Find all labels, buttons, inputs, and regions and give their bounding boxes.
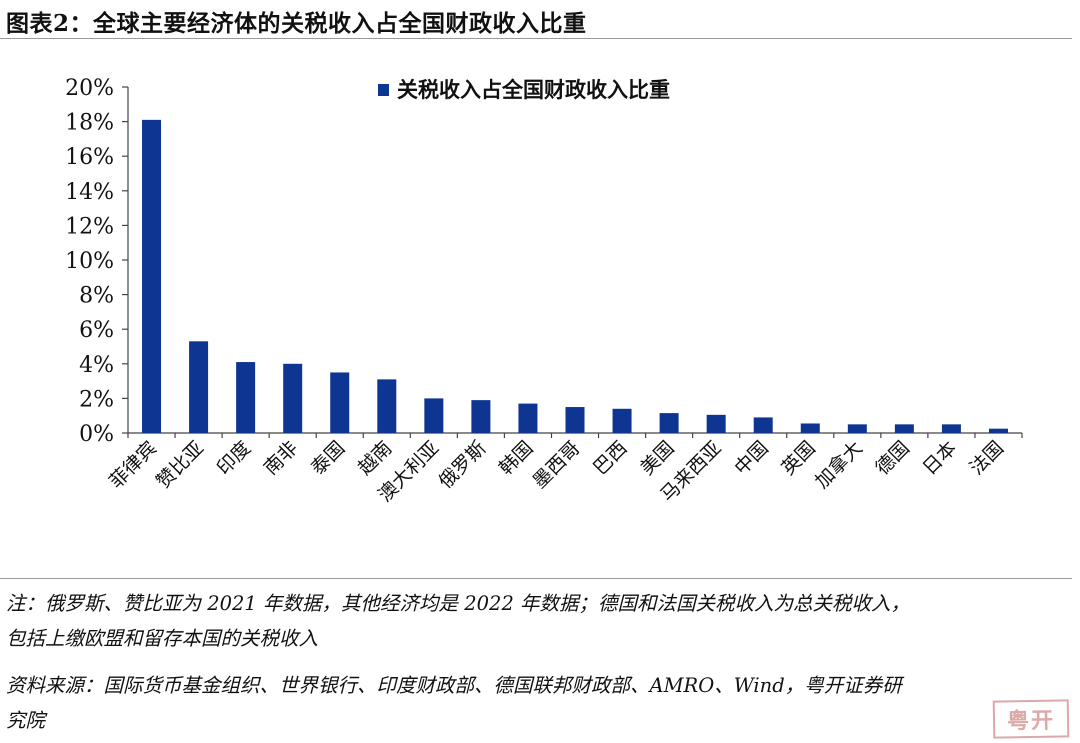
y-tick-label: 8%: [79, 284, 114, 309]
watermark-text: 粤开: [1006, 707, 1056, 735]
legend-label: 关税收入占全国财政收入比重: [397, 77, 670, 102]
y-tick-label: 4%: [79, 353, 114, 378]
bar: [847, 424, 867, 433]
y-tick-label: 2%: [79, 387, 114, 412]
y-tick-label: 0%: [79, 422, 114, 447]
x-tick-label: 美国: [636, 437, 678, 479]
notes-rule: [0, 578, 1072, 579]
x-tick-label: 泰国: [307, 437, 349, 479]
x-tick-label: 英国: [777, 437, 819, 479]
x-tick-label: 加拿大: [810, 436, 867, 493]
x-tick-label: 巴西: [589, 437, 631, 479]
y-tick-label: 16%: [65, 145, 114, 170]
bar-chart: 0% 2% 4% 6% 8% 10% 12% 14% 16% 18% 20% 菲律宾赞比亚 印度 南非泰…: [65, 76, 1023, 506]
bar: [518, 403, 538, 433]
title-rule: [0, 38, 1072, 39]
watermark-stamp: 粤开: [992, 699, 1070, 739]
bars: [142, 119, 1008, 434]
bar: [189, 341, 209, 433]
y-tick-label: 12%: [65, 214, 114, 239]
legend-swatch: [378, 84, 389, 96]
x-tick-label: 南非: [260, 437, 302, 479]
bar: [377, 379, 397, 433]
bar: [612, 408, 632, 433]
x-tick-label: 俄罗斯: [435, 437, 491, 493]
y-axis: 0% 2% 4% 6% 8% 10% 12% 14% 16% 18% 20%: [65, 76, 129, 447]
y-tick-label: 6%: [79, 318, 114, 343]
note-line-2: 包括上缴欧盟和留存本国的关税收入: [6, 627, 319, 650]
bar: [800, 423, 820, 433]
x-tick-label: 中国: [730, 437, 772, 479]
x-tick-label: 赞比亚: [152, 437, 208, 493]
y-tick-label: 14%: [65, 180, 114, 205]
note-line-1: 注：俄罗斯、赞比亚为 2021 年数据，其他经济均是 2022 年数据；德国和法…: [6, 592, 911, 615]
x-tick-label: 德国: [871, 437, 913, 479]
legend: 关税收入占全国财政收入比重: [378, 77, 670, 102]
bar: [941, 424, 961, 433]
x-tick-label: 日本: [919, 437, 961, 479]
bar: [236, 362, 256, 433]
bar: [330, 372, 350, 433]
source-line-2: 究院: [6, 709, 46, 732]
y-tick-label: 20%: [65, 76, 114, 101]
bar: [283, 363, 303, 433]
bar: [894, 424, 914, 433]
x-tick-label: 越南: [354, 437, 396, 479]
x-tick-label: 法国: [966, 437, 1008, 479]
source-line-1: 资料来源：国际货币基金组织、世界银行、印度财政部、德国联邦财政部、AMRO、Wi…: [6, 674, 902, 697]
x-tick-label: 印度: [213, 437, 255, 479]
bar: [753, 417, 773, 433]
y-tick-label: 10%: [65, 249, 114, 274]
bar: [142, 119, 162, 434]
x-tick-label: 韩国: [495, 437, 537, 479]
x-tick-label: 墨西哥: [529, 437, 585, 493]
y-tick-label: 18%: [65, 111, 114, 136]
bar: [565, 407, 585, 433]
bar: [988, 428, 1008, 433]
figure-title: 图表2：全球主要经济体的关税收入占全国财政收入比重: [6, 10, 587, 37]
bar: [659, 413, 679, 433]
bar: [706, 414, 726, 433]
bar: [471, 400, 491, 433]
bar: [424, 398, 444, 433]
